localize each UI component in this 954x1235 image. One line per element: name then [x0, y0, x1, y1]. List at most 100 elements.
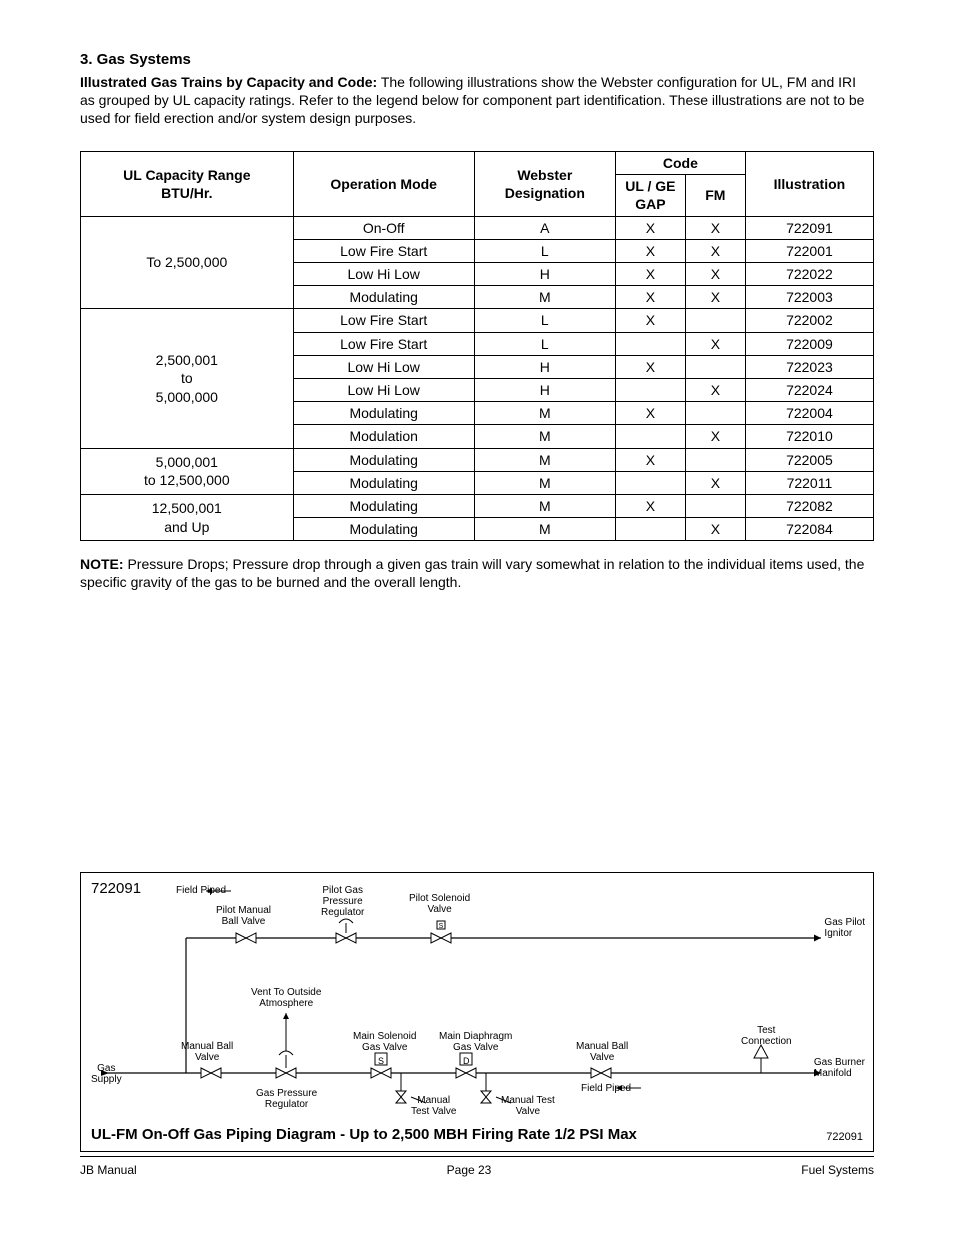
- intro-paragraph: Illustrated Gas Trains by Capacity and C…: [80, 73, 874, 128]
- label-gas-pressure-regulator: Gas PressureRegulator: [256, 1088, 317, 1110]
- cell: 722091: [745, 216, 873, 239]
- cap-g2: 2,500,001to5,000,000: [81, 309, 294, 448]
- col-mode: Operation Mode: [293, 152, 474, 217]
- cell: [685, 309, 745, 332]
- cell: [685, 494, 745, 517]
- label-manual-ball-left: Manual BallValve: [181, 1041, 233, 1063]
- cell: X: [685, 263, 745, 286]
- cell: 722005: [745, 448, 873, 471]
- label-vent: Vent To OutsideAtmosphere: [251, 987, 321, 1009]
- label-d-box: D: [463, 1057, 470, 1067]
- cell: Low Hi Low: [293, 355, 474, 378]
- page-footer: JB Manual Page 23 Fuel Systems: [80, 1163, 874, 1179]
- cell: M: [474, 471, 615, 494]
- cell: 722082: [745, 494, 873, 517]
- col-illustration: Illustration: [745, 152, 873, 217]
- cell: Modulating: [293, 402, 474, 425]
- cell: M: [474, 494, 615, 517]
- cell: [615, 378, 685, 401]
- cell: X: [685, 471, 745, 494]
- col-designation: WebsterDesignation: [474, 152, 615, 217]
- cell: Low Fire Start: [293, 309, 474, 332]
- footer-left: JB Manual: [80, 1163, 137, 1179]
- cell: 722084: [745, 518, 873, 541]
- cell: X: [615, 494, 685, 517]
- cell: [615, 518, 685, 541]
- label-test-connection: TestConnection: [741, 1025, 792, 1047]
- cell: X: [685, 425, 745, 448]
- cell: 722024: [745, 378, 873, 401]
- note-body: Pressure Drops; Pressure drop through a …: [80, 556, 864, 590]
- section-title: 3. Gas Systems: [80, 50, 874, 70]
- svg-text:S: S: [439, 923, 444, 930]
- col-code: Code: [615, 152, 745, 175]
- cell: Modulating: [293, 448, 474, 471]
- cell: H: [474, 355, 615, 378]
- footer-divider: [80, 1156, 874, 1157]
- cell: M: [474, 518, 615, 541]
- cell: 722009: [745, 332, 873, 355]
- cell: 722011: [745, 471, 873, 494]
- cell: X: [615, 448, 685, 471]
- label-manual-ball-right: Manual BallValve: [576, 1041, 628, 1063]
- label-main-diaphragm: Main DiaphragmGas Valve: [439, 1031, 512, 1053]
- cell: 722004: [745, 402, 873, 425]
- cell: [615, 332, 685, 355]
- cell: X: [685, 332, 745, 355]
- cap-g1: To 2,500,000: [81, 216, 294, 309]
- cell: X: [685, 378, 745, 401]
- cell: [685, 355, 745, 378]
- label-s-box: S: [378, 1057, 384, 1067]
- label-field-piped-top: Field Piped: [176, 885, 226, 896]
- note-paragraph: NOTE: Pressure Drops; Pressure drop thro…: [80, 555, 874, 591]
- cell: L: [474, 239, 615, 262]
- cell: X: [615, 239, 685, 262]
- label-manual-test-left: ManualTest Valve: [411, 1095, 456, 1117]
- cell: X: [615, 402, 685, 425]
- piping-diagram: 722091 S: [80, 872, 874, 1152]
- cell: [615, 471, 685, 494]
- cell: A: [474, 216, 615, 239]
- cell: 722023: [745, 355, 873, 378]
- col-fm: FM: [685, 175, 745, 216]
- label-pilot-solenoid: Pilot SolenoidValve: [409, 893, 470, 915]
- col-ul: UL / GE GAP: [615, 175, 685, 216]
- cell: [685, 402, 745, 425]
- cell: X: [615, 286, 685, 309]
- label-manual-test-right: Manual TestValve: [501, 1095, 555, 1117]
- cell: X: [685, 239, 745, 262]
- cap-g4: 12,500,001and Up: [81, 494, 294, 540]
- cell: 722002: [745, 309, 873, 332]
- cell: M: [474, 448, 615, 471]
- cell: 722010: [745, 425, 873, 448]
- cell: X: [615, 355, 685, 378]
- footer-right: Fuel Systems: [801, 1163, 874, 1179]
- label-gas-pilot-ignitor: Gas PilotIgnitor: [824, 917, 865, 939]
- label-gas-supply: GasSupply: [91, 1063, 122, 1085]
- cell: Modulating: [293, 286, 474, 309]
- cell: 722022: [745, 263, 873, 286]
- label-pilot-gas-regulator: Pilot GasPressureRegulator: [321, 885, 364, 918]
- cell: [615, 425, 685, 448]
- cell: M: [474, 286, 615, 309]
- cell: M: [474, 425, 615, 448]
- cell: Modulating: [293, 518, 474, 541]
- note-lead: NOTE:: [80, 556, 124, 572]
- cell: 722001: [745, 239, 873, 262]
- label-field-piped-bottom: Field Piped: [581, 1083, 631, 1094]
- cell: L: [474, 309, 615, 332]
- cell: L: [474, 332, 615, 355]
- intro-lead: Illustrated Gas Trains by Capacity and C…: [80, 74, 377, 90]
- col-capacity: UL Capacity RangeBTU/Hr.: [81, 152, 294, 217]
- cell: X: [685, 216, 745, 239]
- cell: Low Fire Start: [293, 332, 474, 355]
- cell: X: [685, 518, 745, 541]
- cell: X: [615, 309, 685, 332]
- cell: Low Hi Low: [293, 263, 474, 286]
- label-pilot-manual-ball-valve: Pilot ManualBall Valve: [216, 905, 271, 927]
- label-main-solenoid: Main SolenoidGas Valve: [353, 1031, 416, 1053]
- cell: On-Off: [293, 216, 474, 239]
- label-gas-burner-manifold: Gas BurnerManifold: [814, 1057, 865, 1079]
- cell: H: [474, 378, 615, 401]
- cell: Modulating: [293, 471, 474, 494]
